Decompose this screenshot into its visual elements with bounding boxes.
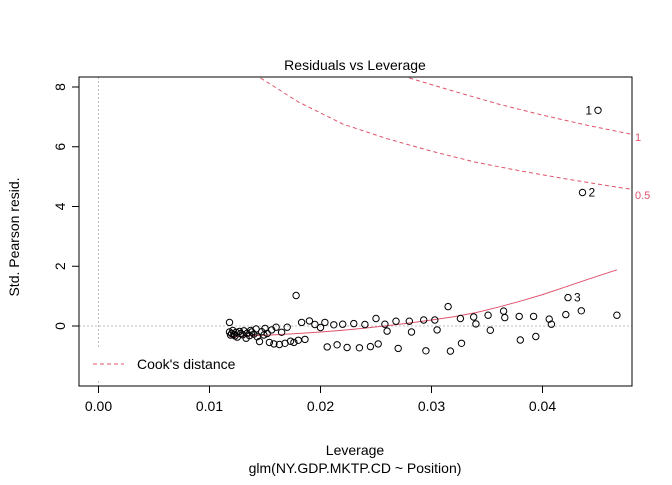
data-point — [290, 338, 298, 347]
data-point — [578, 188, 587, 197]
data-point — [292, 291, 300, 300]
data-point — [381, 320, 389, 328]
legend-label: Cook's distance — [137, 356, 236, 372]
cook-contour-0.5 — [260, 77, 632, 190]
data-point — [529, 312, 538, 321]
x-tick-label: 0.02 — [307, 398, 334, 414]
data-point — [301, 335, 309, 344]
data-point — [330, 321, 338, 329]
x-axis-label: Leverage — [326, 442, 385, 458]
data-point — [446, 347, 455, 355]
data-point — [277, 328, 286, 336]
data-point — [594, 106, 602, 115]
data-point — [407, 328, 416, 336]
data-point — [253, 333, 261, 341]
y-tick-label: 0 — [52, 322, 68, 330]
data-point — [383, 327, 391, 335]
plot-area: 1 0.5 1 2 3 0.00 0.01 0.02 0.03 0.04 0 2 4 6 8 — [52, 76, 650, 414]
x-axis-sublabel: glm(NY.GDP.MKTP.CD ~ Position) — [249, 460, 462, 476]
data-point — [444, 302, 452, 311]
y-tick-label: 8 — [52, 83, 68, 91]
data-point — [350, 319, 358, 328]
data-point — [361, 320, 369, 329]
cook-contour-label-0.5: 0.5 — [635, 190, 650, 202]
data-point — [470, 313, 478, 321]
data-point — [577, 307, 585, 315]
x-tick-label: 0.00 — [85, 398, 112, 414]
data-point — [343, 343, 351, 352]
data-point — [372, 314, 380, 323]
data-point — [501, 313, 509, 322]
x-tick-label: 0.01 — [196, 398, 223, 414]
data-point — [283, 323, 291, 331]
data-point — [323, 343, 331, 351]
data-point — [374, 340, 382, 348]
data-point — [366, 342, 375, 351]
data-point — [486, 326, 494, 334]
data-point — [392, 317, 400, 325]
data-point — [272, 323, 280, 331]
data-point — [263, 329, 271, 338]
y-tick-label: 2 — [52, 262, 68, 270]
data-point — [472, 320, 480, 328]
data-point — [394, 344, 402, 353]
data-point — [297, 318, 306, 327]
data-point — [420, 316, 428, 324]
data-point — [255, 337, 264, 346]
data-point — [286, 337, 295, 345]
cook-contour-label-1: 1 — [635, 132, 641, 144]
data-point — [311, 320, 319, 329]
legend: Cook's distance — [81, 349, 259, 379]
data-point — [456, 314, 465, 323]
data-point — [339, 320, 347, 328]
data-point — [562, 310, 570, 319]
point-label-3: 3 — [574, 291, 581, 305]
data-point — [316, 323, 325, 332]
point-label-2: 2 — [588, 185, 595, 199]
data-point — [275, 340, 284, 349]
chart-title: Residuals vs Leverage — [284, 57, 426, 73]
data-point — [433, 326, 441, 334]
data-point — [516, 336, 524, 344]
y-tick-label: 6 — [52, 143, 68, 151]
data-point — [305, 317, 314, 325]
x-tick-label: 0.03 — [418, 398, 445, 414]
data-point — [547, 320, 556, 328]
y-axis-label: Std. Pearson resid. — [6, 177, 22, 296]
data-point — [431, 316, 439, 324]
data-point — [613, 311, 621, 319]
data-point — [333, 341, 341, 349]
data-point — [422, 347, 430, 355]
data-point — [457, 339, 466, 347]
data-point — [225, 318, 234, 327]
point-label-1: 1 — [585, 103, 592, 117]
data-point — [355, 344, 364, 352]
data-point — [270, 340, 278, 348]
data-point — [564, 293, 572, 302]
x-tick-label: 0.04 — [529, 398, 556, 414]
data-point — [321, 318, 329, 327]
y-tick-label: 4 — [52, 202, 68, 210]
data-point — [484, 311, 492, 319]
data-point — [532, 332, 540, 341]
data-point — [232, 328, 240, 336]
data-point — [245, 331, 254, 340]
data-point — [405, 317, 413, 325]
data-point — [265, 338, 274, 347]
data-point — [515, 312, 523, 321]
